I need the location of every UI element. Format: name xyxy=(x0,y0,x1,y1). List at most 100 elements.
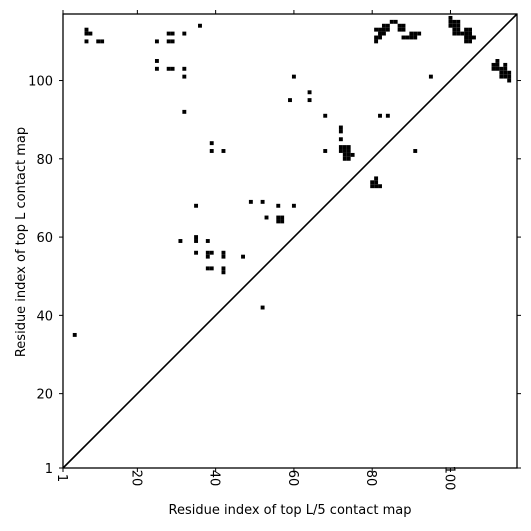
contact-point xyxy=(346,152,351,157)
contact-point xyxy=(401,23,406,28)
contact-point xyxy=(385,23,390,28)
contact-point xyxy=(370,184,375,189)
contact-point xyxy=(260,305,265,310)
contact-point xyxy=(338,149,343,153)
contact-point xyxy=(323,149,328,153)
contact-point xyxy=(468,35,472,40)
x-tick-label: 40 xyxy=(207,470,222,487)
contact-point xyxy=(342,152,347,157)
contact-point xyxy=(495,62,500,67)
contact-point xyxy=(170,39,175,44)
contact-point xyxy=(378,184,382,189)
contact-point xyxy=(456,31,461,36)
contact-point xyxy=(428,74,433,79)
contact-point xyxy=(205,239,210,243)
contact-point xyxy=(381,23,386,28)
contact-point xyxy=(291,74,296,79)
contact-point xyxy=(378,113,382,118)
contact-point xyxy=(460,31,465,36)
contact-point xyxy=(170,66,175,71)
contact-point xyxy=(401,27,406,32)
contact-point xyxy=(205,250,210,255)
contact-point xyxy=(209,250,214,255)
contact-point xyxy=(452,23,457,28)
y-tick-label: 40 xyxy=(36,309,53,324)
contact-point xyxy=(221,270,226,275)
contact-point xyxy=(166,31,171,36)
contact-point xyxy=(456,27,461,32)
contact-point xyxy=(154,39,159,44)
contact-point xyxy=(194,203,199,208)
contact-point xyxy=(194,250,199,255)
contact-point xyxy=(378,27,382,32)
contact-point xyxy=(464,31,469,36)
contact-point xyxy=(154,59,159,63)
contact-point xyxy=(374,180,379,185)
contact-point xyxy=(280,219,285,224)
contact-point xyxy=(182,109,187,114)
contact-point xyxy=(409,35,414,40)
x-tick-label: 20 xyxy=(128,470,143,487)
contact-point xyxy=(342,156,347,161)
contact-point xyxy=(495,66,500,71)
y-tick-label: 60 xyxy=(36,231,53,246)
y-tick-label: 1 xyxy=(45,462,53,477)
contact-point xyxy=(346,145,351,150)
contact-point xyxy=(154,66,159,71)
contact-point xyxy=(370,180,375,185)
contact-point xyxy=(288,98,292,103)
contact-point xyxy=(374,176,379,181)
contact-point xyxy=(88,31,93,36)
contact-point xyxy=(194,239,199,243)
contact-point xyxy=(413,31,418,36)
x-tick-label: 1 xyxy=(54,474,69,482)
diagonal-line xyxy=(62,13,518,469)
contact-point xyxy=(448,15,453,20)
contact-point xyxy=(291,203,296,208)
contact-point xyxy=(84,27,89,32)
contact-point xyxy=(72,332,77,337)
contact-point xyxy=(448,23,453,28)
contact-point xyxy=(507,70,512,75)
plot-area xyxy=(62,13,518,469)
contact-point xyxy=(507,74,512,79)
contact-point xyxy=(194,235,199,240)
contact-point xyxy=(464,39,469,44)
contact-point xyxy=(338,137,343,142)
contact-point xyxy=(221,254,226,259)
contact-point xyxy=(342,145,347,150)
x-axis-label: Residue index of top L/5 contact map xyxy=(169,503,412,518)
contact-point xyxy=(397,23,402,28)
contact-point xyxy=(468,27,472,32)
contact-point xyxy=(374,184,379,189)
contact-point xyxy=(209,149,214,153)
contact-point xyxy=(178,239,183,243)
contact-point xyxy=(276,215,281,220)
contact-point xyxy=(170,31,175,36)
contact-point xyxy=(96,39,101,44)
contact-point xyxy=(182,74,187,79)
contact-point xyxy=(452,27,457,32)
contact-point xyxy=(346,156,351,161)
x-tick-label: 80 xyxy=(363,470,378,487)
contact-point xyxy=(84,39,89,44)
contact-point xyxy=(280,215,285,220)
contact-point xyxy=(495,59,500,63)
contact-point xyxy=(385,27,390,32)
contact-point xyxy=(471,35,476,40)
contact-point xyxy=(374,27,379,32)
contact-point xyxy=(385,113,390,118)
contact-point xyxy=(248,199,253,204)
contact-point xyxy=(221,266,226,271)
contact-point xyxy=(448,19,453,24)
contact-point xyxy=(374,35,379,40)
contact-point xyxy=(209,266,214,271)
contact-point xyxy=(452,19,457,24)
contact-point xyxy=(401,35,406,40)
contact-point xyxy=(464,35,469,40)
contact-point xyxy=(307,98,312,103)
contact-point xyxy=(417,31,422,36)
y-tick-label: 80 xyxy=(36,153,53,168)
contact-point xyxy=(413,149,418,153)
contact-point xyxy=(209,141,214,146)
